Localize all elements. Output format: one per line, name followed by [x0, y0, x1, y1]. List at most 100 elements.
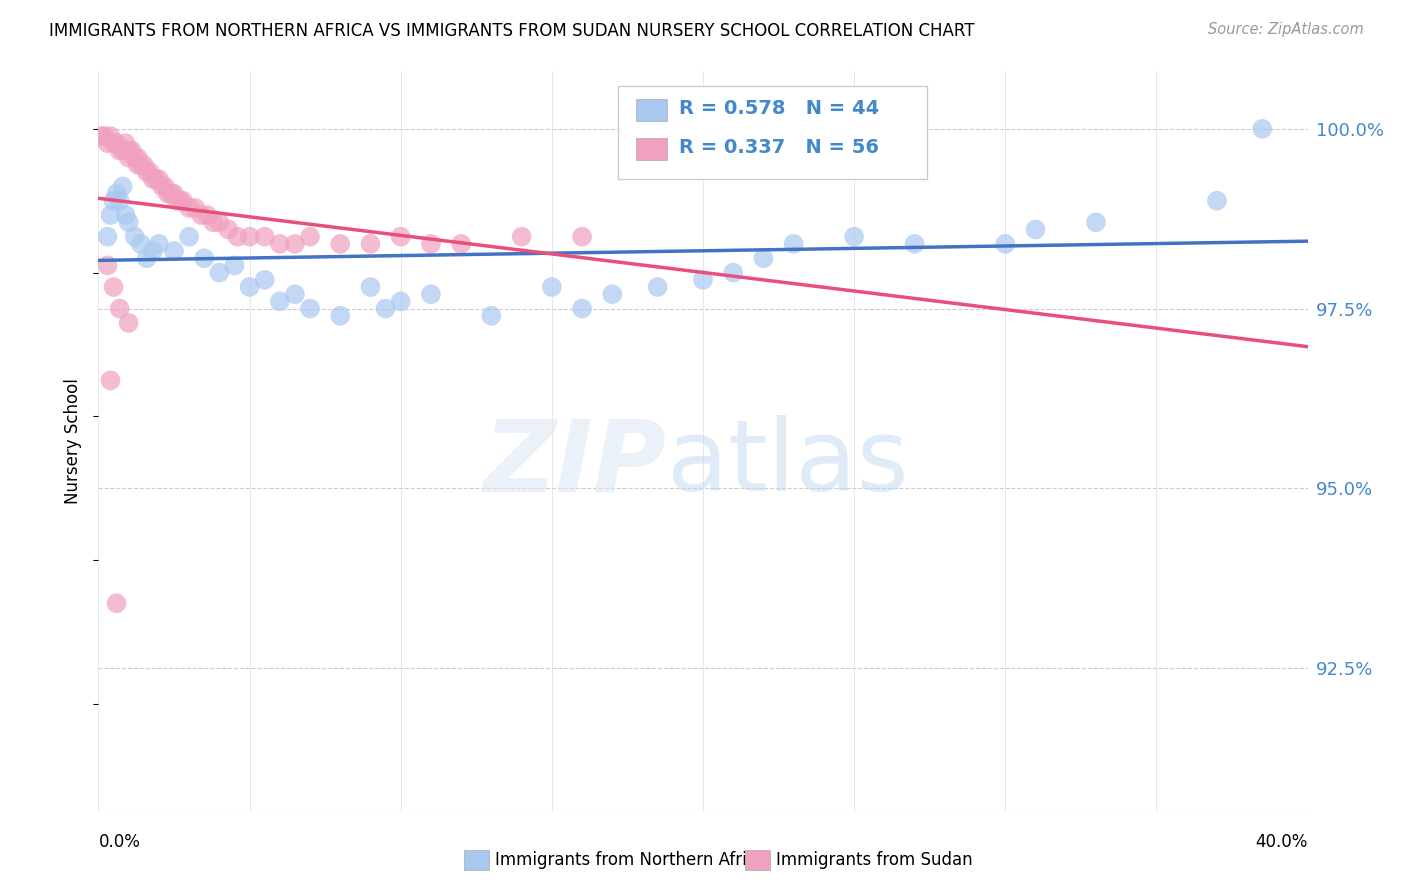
- Point: [389, 229, 412, 244]
- FancyBboxPatch shape: [637, 99, 666, 121]
- Point: [118, 144, 141, 158]
- Point: [904, 236, 927, 251]
- Point: [142, 172, 165, 186]
- Point: [329, 309, 352, 323]
- Point: [163, 244, 186, 258]
- Point: [269, 294, 291, 309]
- Text: Immigrants from Sudan: Immigrants from Sudan: [776, 851, 973, 869]
- Point: [118, 151, 141, 165]
- Point: [103, 194, 125, 208]
- Point: [253, 273, 276, 287]
- Point: [217, 222, 239, 236]
- Point: [124, 229, 146, 244]
- Point: [226, 229, 249, 244]
- Point: [135, 165, 157, 179]
- Point: [96, 229, 118, 244]
- Point: [153, 179, 176, 194]
- Point: [160, 186, 183, 201]
- Text: Source: ZipAtlas.com: Source: ZipAtlas.com: [1208, 22, 1364, 37]
- Text: ZIP: ZIP: [484, 416, 666, 512]
- Point: [1085, 215, 1108, 229]
- Point: [647, 280, 669, 294]
- Point: [844, 229, 866, 244]
- Point: [994, 236, 1017, 251]
- Point: [132, 158, 155, 172]
- Point: [723, 266, 745, 280]
- Point: [114, 208, 136, 222]
- Point: [96, 136, 118, 151]
- Text: Immigrants from Northern Africa: Immigrants from Northern Africa: [495, 851, 766, 869]
- Point: [139, 165, 162, 179]
- Point: [450, 236, 472, 251]
- Point: [103, 280, 125, 294]
- Point: [150, 179, 173, 194]
- Point: [269, 236, 291, 251]
- Point: [571, 229, 593, 244]
- Point: [93, 129, 115, 144]
- Point: [145, 172, 167, 186]
- Point: [360, 236, 382, 251]
- Point: [783, 236, 806, 251]
- Point: [374, 301, 396, 316]
- Point: [184, 201, 207, 215]
- Point: [105, 136, 128, 151]
- Point: [389, 294, 412, 309]
- Point: [100, 208, 122, 222]
- Point: [166, 194, 188, 208]
- Point: [239, 229, 262, 244]
- Point: [239, 280, 262, 294]
- Point: [142, 244, 165, 258]
- Point: [571, 301, 593, 316]
- Point: [129, 158, 152, 172]
- Text: atlas: atlas: [666, 416, 908, 512]
- Point: [100, 129, 122, 144]
- Point: [148, 236, 170, 251]
- Point: [127, 158, 149, 172]
- Point: [103, 136, 125, 151]
- Point: [100, 374, 122, 388]
- Point: [602, 287, 624, 301]
- Point: [1206, 194, 1229, 208]
- Point: [202, 215, 225, 229]
- Point: [118, 316, 141, 330]
- Point: [118, 215, 141, 229]
- Point: [169, 194, 191, 208]
- Point: [1024, 222, 1046, 236]
- Text: R = 0.578   N = 44: R = 0.578 N = 44: [679, 99, 879, 118]
- Point: [208, 215, 231, 229]
- Point: [299, 229, 322, 244]
- Point: [510, 229, 533, 244]
- Point: [127, 151, 149, 165]
- Point: [179, 229, 201, 244]
- Point: [224, 259, 246, 273]
- Point: [1251, 121, 1274, 136]
- Point: [360, 280, 382, 294]
- Text: 0.0%: 0.0%: [98, 833, 141, 851]
- Point: [540, 280, 562, 294]
- Point: [111, 144, 134, 158]
- Point: [208, 266, 231, 280]
- Point: [129, 236, 152, 251]
- Point: [148, 172, 170, 186]
- Point: [481, 309, 503, 323]
- Point: [124, 151, 146, 165]
- Point: [329, 236, 352, 251]
- Point: [253, 229, 276, 244]
- Y-axis label: Nursery School: Nursery School: [65, 378, 83, 505]
- Point: [284, 236, 307, 251]
- Point: [420, 287, 443, 301]
- Point: [163, 186, 186, 201]
- Point: [420, 236, 443, 251]
- FancyBboxPatch shape: [637, 138, 666, 161]
- Point: [105, 596, 128, 610]
- Point: [90, 129, 112, 144]
- Point: [284, 287, 307, 301]
- Text: IMMIGRANTS FROM NORTHERN AFRICA VS IMMIGRANTS FROM SUDAN NURSERY SCHOOL CORRELAT: IMMIGRANTS FROM NORTHERN AFRICA VS IMMIG…: [49, 22, 974, 40]
- Point: [179, 201, 201, 215]
- Point: [195, 208, 218, 222]
- Point: [96, 259, 118, 273]
- Point: [108, 144, 131, 158]
- Point: [135, 252, 157, 266]
- Point: [692, 273, 714, 287]
- Point: [190, 208, 212, 222]
